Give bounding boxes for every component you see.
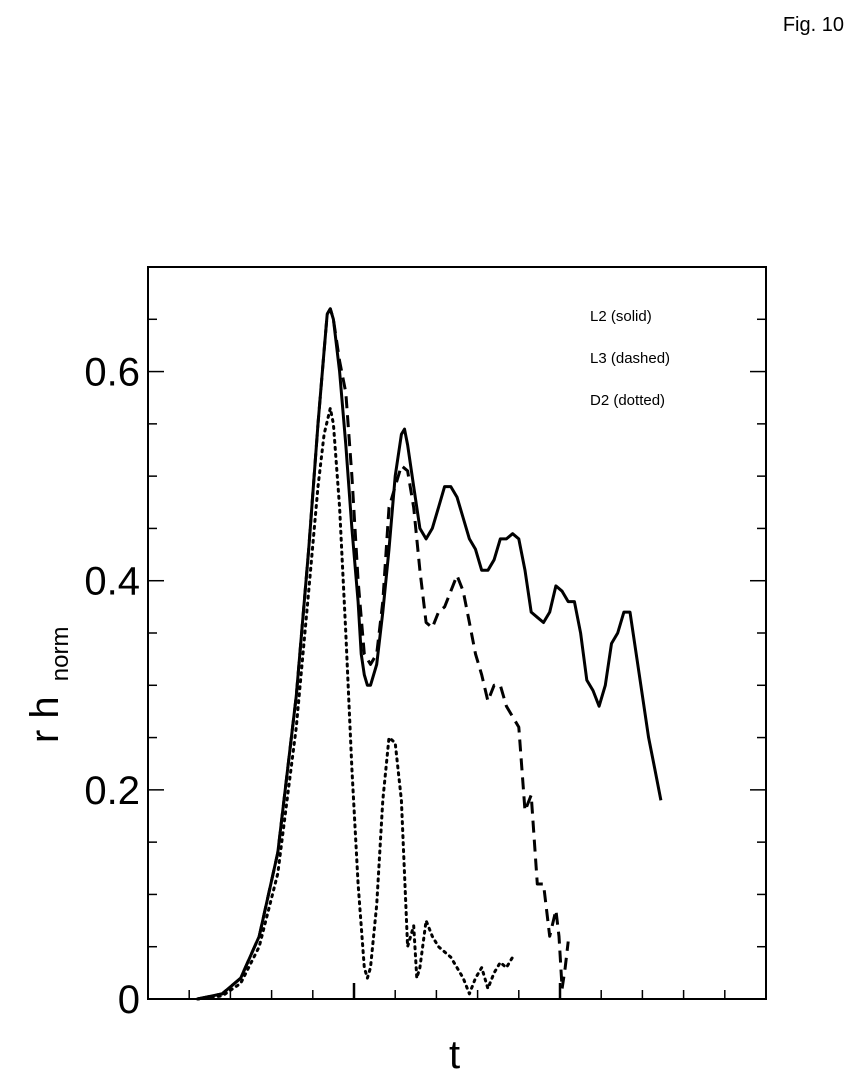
legend-item-l3: L3 (dashed)	[590, 350, 670, 367]
x-axis-label: t	[449, 1033, 460, 1077]
plot-frame	[147, 266, 767, 1000]
y-tick-labels: 0 0.2 0.4 0.6	[84, 351, 140, 1022]
y-axis-label: r h norm	[23, 627, 74, 744]
figure-label: Fig. 10	[782, 14, 844, 36]
series-line-dotted	[195, 406, 515, 1001]
legend: L2 (solid) L3 (dashed) D2 (dotted)	[590, 308, 670, 409]
series-line-dashed	[197, 307, 570, 1001]
legend-item-d2: D2 (dotted)	[590, 392, 665, 409]
series-group	[195, 307, 663, 1001]
y-tick-label: 0.6	[84, 351, 140, 395]
y-tick-label: 0.4	[84, 560, 140, 604]
y-tick-label: 0.2	[84, 769, 140, 813]
legend-item-l2: L2 (solid)	[590, 308, 652, 325]
y-tick-label: 0	[118, 978, 140, 1022]
y-axis-label-sub: norm	[47, 627, 74, 682]
y-axis-label-main: r h	[23, 696, 67, 743]
plot-border	[147, 266, 767, 1000]
